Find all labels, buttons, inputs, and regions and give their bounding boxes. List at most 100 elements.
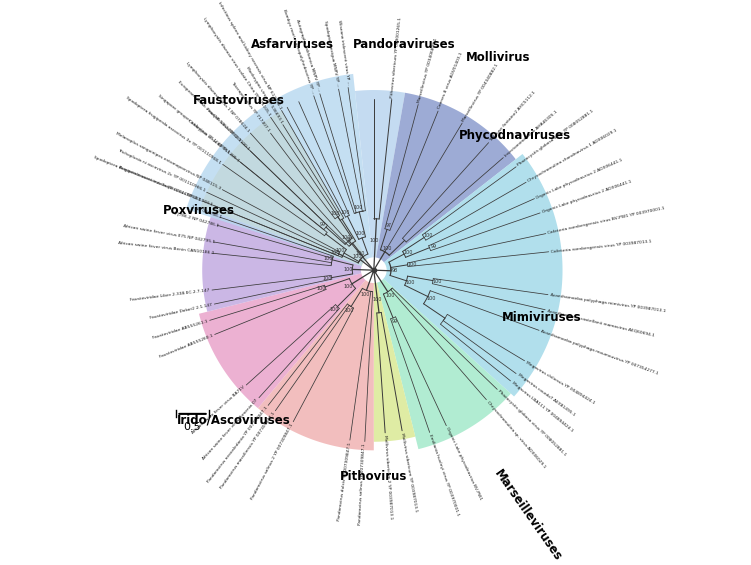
Text: African swine fever virus E75 NP 042795.1: African swine fever virus E75 NP 042795.…: [123, 224, 216, 244]
Polygon shape: [201, 110, 367, 266]
Text: Faustoviridae Liber 2.338.EC.2.7.147: Faustoviridae Liber 2.338.EC.2.7.147: [130, 288, 210, 302]
Text: Pandoravirus massiliensis YP 007309847.1: Pandoravirus massiliensis YP 007309847.1: [219, 411, 276, 490]
Text: 1 NP 042786.1: 1 NP 042786.1: [191, 206, 222, 220]
Text: Megavirus courdo7 AEX81495.1: Megavirus courdo7 AEX81495.1: [517, 373, 575, 418]
Text: Mollivirus sibericum YP 003987013.1: Mollivirus sibericum YP 003987013.1: [400, 432, 418, 512]
Polygon shape: [376, 93, 516, 262]
Text: Fowlpox virus NP 039100.1: Fowlpox virus NP 039100.1: [205, 107, 250, 151]
Polygon shape: [383, 154, 562, 397]
Text: Organic Lake phycodnavrius 2 ADX06441.1: Organic Lake phycodnavrius 2 ADX06441.1: [535, 158, 623, 199]
Text: 97: 97: [347, 237, 353, 242]
Text: Poxviruses: Poxviruses: [163, 203, 235, 216]
Text: Pandoravirus salinus 2 YP 007309847.1: Pandoravirus salinus 2 YP 007309847.1: [250, 423, 294, 500]
Text: Canarypox virus NP 955205.1: Canarypox virus NP 955205.1: [187, 119, 240, 162]
Text: 100: 100: [433, 279, 442, 284]
Text: Spodoptera exigua MNPV YP ...: Spodoptera exigua MNPV YP ...: [324, 20, 340, 88]
Text: 1 J786.2 NP 042786.1: 1 J786.2 NP 042786.1: [173, 211, 220, 228]
Text: 100: 100: [355, 251, 365, 257]
Text: Marseillevirus YP 004340882.1: Marseillevirus YP 004340882.1: [462, 63, 499, 122]
Text: Acanthamoeba polyphaga mimivirus YP 003987013.1: Acanthamoeba polyphaga mimivirus YP 0039…: [550, 293, 665, 313]
Text: Bombyx mori nucleopolyhedrovirus YP ...: Bombyx mori nucleopolyhedrovirus YP ...: [282, 8, 315, 94]
Text: 100: 100: [330, 211, 340, 216]
Text: Spodoptera frugiperda ascovirus 1a YP 001110964.1: Spodoptera frugiperda ascovirus 1a YP 00…: [93, 155, 201, 202]
Text: Asfarviruses: Asfarviruses: [251, 38, 333, 51]
Text: Phaeocystis globosa virus YP 008052881.1: Phaeocystis globosa virus YP 008052881.1: [517, 109, 595, 167]
Text: 100: 100: [336, 249, 345, 253]
Text: Megavirus LBA111 YP 004894424.1: Megavirus LBA111 YP 004894424.1: [511, 381, 574, 433]
Text: 0.5: 0.5: [184, 421, 201, 432]
Text: 100: 100: [323, 276, 332, 281]
Polygon shape: [258, 280, 374, 450]
Text: Irido/Ascoviruses: Irido/Ascoviruses: [176, 414, 290, 427]
Text: Taterapox virus YP 717407.1: Taterapox virus YP 717407.1: [231, 81, 271, 133]
Text: Mimiviruses: Mimiviruses: [502, 311, 582, 324]
Text: Faustoviridae AB555260.1: Faustoviridae AB555260.1: [158, 333, 213, 359]
Text: 100: 100: [342, 235, 351, 240]
Text: Pandoraviruses: Pandoraviruses: [352, 38, 455, 51]
Polygon shape: [355, 90, 405, 258]
Text: 100: 100: [324, 257, 333, 261]
Text: Autographa californica MNPV YP ...: Autographa californica MNPV YP ...: [295, 19, 321, 92]
Text: Faustoviridae Dakar2 2.1.147: Faustoviridae Dakar2 2.1.147: [149, 303, 213, 320]
Text: 100: 100: [354, 205, 363, 210]
Text: Phycodnaviruses: Phycodnaviruses: [459, 129, 571, 142]
Text: Acanthamoeba castellanii mamavirus AEQ60694.1: Acanthamoeba castellanii mamavirus AEQ60…: [547, 308, 655, 337]
Text: Pandoravirus dulcis YP 007309847.1: Pandoravirus dulcis YP 007309847.1: [336, 442, 351, 521]
Text: Pandoravirus neocaledonia YP 007309847.1: Pandoravirus neocaledonia YP 007309847.1: [207, 406, 268, 484]
Text: 97: 97: [385, 223, 391, 228]
Text: Trichoplusia ni ascovirus 2c YP 001110966.1: Trichoplusia ni ascovirus 2c YP 00111096…: [116, 149, 206, 193]
Text: 100: 100: [343, 267, 353, 272]
Text: Insectomime virus AHA46305.1: Insectomime virus AHA46305.1: [504, 110, 558, 158]
Text: Cafeteria roenbergensis virus YP 003987013.1: Cafeteria roenbergensis virus YP 0039870…: [550, 239, 652, 254]
Polygon shape: [202, 211, 362, 312]
Text: Phaeocystis globosa virus YP 008052881.1: Phaeocystis globosa virus YP 008052881.1: [497, 389, 567, 457]
Text: 100: 100: [356, 232, 365, 236]
Text: Amsacta moorei entomopoxvirus NP 065003.1: Amsacta moorei entomopoxvirus NP 065003.…: [119, 166, 213, 207]
Text: Pithovirus sibericum YP 009001265.1: Pithovirus sibericum YP 009001265.1: [390, 16, 403, 98]
Text: European catfish virus YP 006347602.1: European catfish virus YP 006347602.1: [176, 80, 241, 142]
Text: 100: 100: [427, 296, 436, 301]
Text: Faustoviruses: Faustoviruses: [193, 94, 285, 107]
Text: 100: 100: [407, 262, 417, 267]
Text: 100: 100: [344, 284, 353, 289]
Text: Singapore grouper iridovirus YP 164199.1: Singapore grouper iridovirus YP 164199.1: [157, 94, 230, 154]
Text: Emiliania huxleyi virus YP 003970001.1: Emiliania huxleyi virus YP 003970001.1: [429, 434, 460, 516]
Text: 98: 98: [392, 268, 398, 273]
Text: African swine fever virus Benin CAN10186.1: African swine fever virus Benin CAN10186…: [118, 241, 214, 255]
Text: Organic Lake phycodnavrius BV-PW1: Organic Lake phycodnavrius BV-PW1: [445, 427, 483, 501]
Text: Chrysochromulina sp. virus ADX06029.1: Chrysochromulina sp. virus ADX06029.1: [486, 400, 547, 468]
Text: 100: 100: [360, 292, 369, 297]
Text: Melanoplus sanguinipes entomopoxvirus NP 048115.3: Melanoplus sanguinipes entomopoxvirus NP…: [115, 131, 222, 190]
Text: 100: 100: [369, 238, 379, 242]
Text: Lymphocystis disease virus isolate China YP 025105.1: Lymphocystis disease virus isolate China…: [202, 16, 271, 116]
Text: Megavirus chilensis YP 004894424.1: Megavirus chilensis YP 004894424.1: [526, 360, 596, 405]
Text: 100: 100: [316, 286, 326, 291]
Text: 100: 100: [403, 250, 412, 255]
Text: Wiseana iridescent virus YP ...: Wiseana iridescent virus YP ...: [336, 20, 350, 86]
Text: 100: 100: [382, 246, 392, 251]
Text: Chrysochromulina chondnavirus 1 ADX06029.1: Chrysochromulina chondnavirus 1 ADX06029…: [527, 128, 618, 183]
Text: Faustoviridae AB555261.1: Faustoviridae AB555261.1: [152, 319, 208, 340]
Text: 100: 100: [406, 280, 415, 285]
Text: Acanthamoeba polyphaga moumouvirus YP 007354277.1: Acanthamoeba polyphaga moumouvirus YP 00…: [541, 329, 659, 376]
Text: 100: 100: [372, 298, 382, 302]
Text: African swine fever virus Armenia 07: African swine fever virus Armenia 07: [202, 398, 259, 460]
Text: Mollivirus: Mollivirus: [466, 51, 530, 64]
Text: Marseilleviruses: Marseilleviruses: [492, 467, 565, 564]
Text: Cannes 8 virus AGV01403.1: Cannes 8 virus AGV01403.1: [437, 52, 463, 110]
Polygon shape: [199, 273, 366, 408]
Polygon shape: [186, 74, 372, 266]
Text: 100: 100: [341, 210, 350, 215]
Text: Toulouse fontaine2 AHC5112.1: Toulouse fontaine2 AHC5112.1: [489, 90, 536, 142]
Text: 99: 99: [320, 221, 326, 227]
Text: 100: 100: [330, 250, 339, 255]
Text: Marseillevirus YP 003406800.1: Marseillevirus YP 003406800.1: [417, 37, 438, 103]
Polygon shape: [377, 279, 511, 449]
Text: 99: 99: [430, 244, 436, 249]
Text: Mollivirus sibericum 2 YP 003987013.1: Mollivirus sibericum 2 YP 003987013.1: [383, 435, 394, 519]
Text: African swine fever virus BA71V: African swine fever virus BA71V: [192, 385, 246, 434]
Text: 100: 100: [344, 308, 354, 312]
Text: Monkeypox virus NP 536693.1: Monkeypox virus NP 536693.1: [245, 66, 283, 124]
Text: Infectious spleen and kidney necrosis virus NP 612250.1: Infectious spleen and kidney necrosis vi…: [217, 1, 282, 110]
Text: 100: 100: [385, 293, 395, 298]
